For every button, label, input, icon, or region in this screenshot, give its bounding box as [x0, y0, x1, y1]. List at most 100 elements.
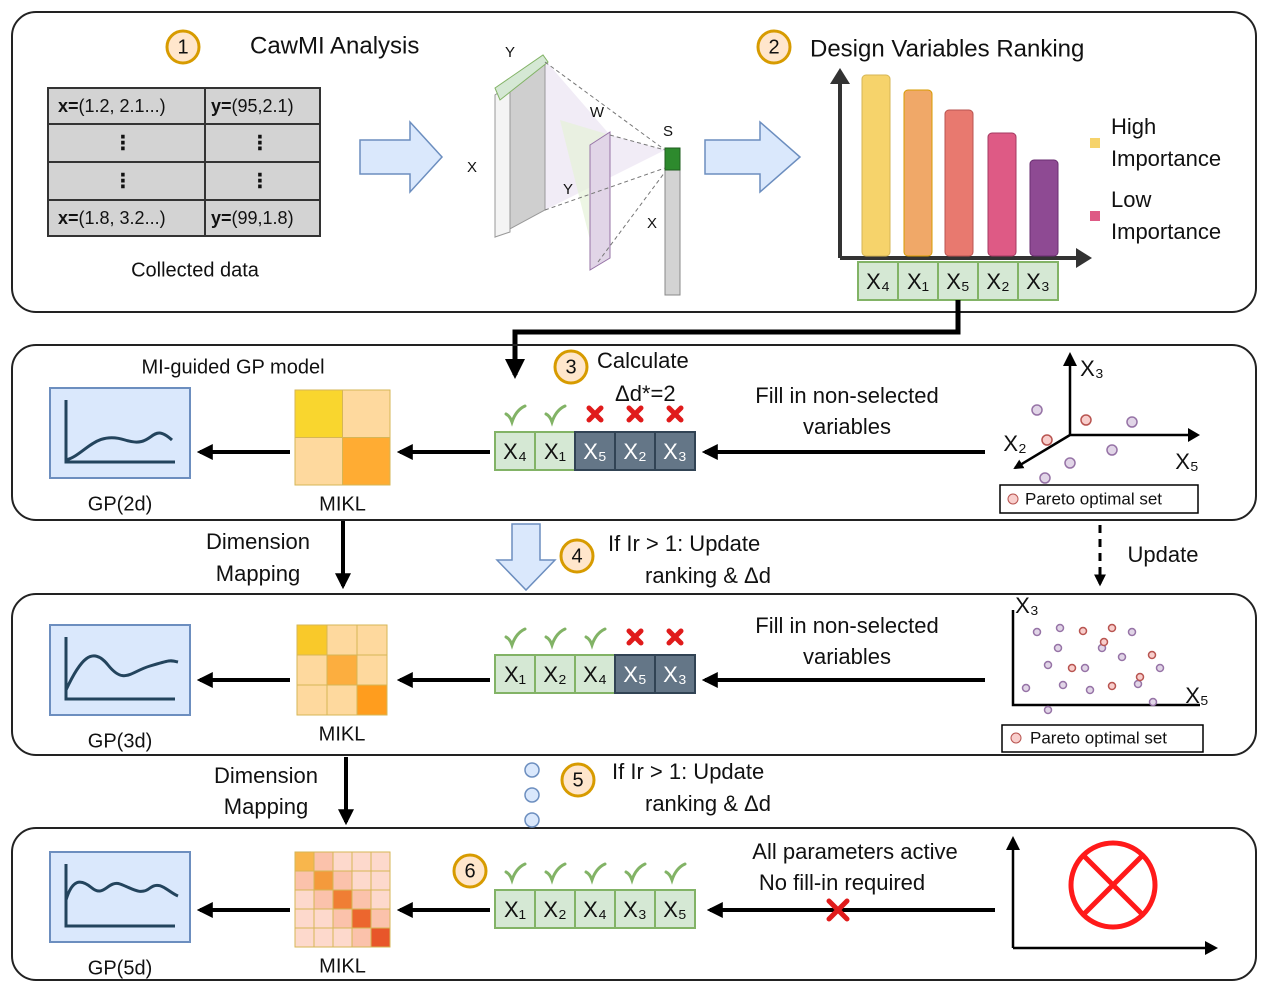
- importance-bar: [861, 74, 891, 257]
- cross-icon: [626, 405, 644, 423]
- legend-swatch: [1090, 138, 1100, 148]
- step-note: If Ir > 1: Update: [608, 531, 760, 556]
- step-badge: [452, 853, 488, 889]
- step-badge: [165, 29, 201, 65]
- scatter-point: [1127, 627, 1137, 637]
- mikl-cell: [326, 624, 358, 656]
- selected-variable-cell: [937, 261, 979, 301]
- scatter-point: [1085, 685, 1095, 695]
- variable-name: x=: [58, 96, 79, 116]
- scatter-axes: [1011, 610, 1200, 707]
- legend-text: Low: [1111, 187, 1151, 212]
- importance-bar: [944, 109, 974, 257]
- mikl-cell: [294, 870, 315, 891]
- axis-label: X₅: [1185, 683, 1209, 708]
- mikl-cell: [332, 908, 353, 929]
- mikl-cell: [326, 654, 358, 686]
- pareto-point: [1147, 650, 1157, 660]
- unselected-variable-cell: [654, 431, 696, 471]
- scatter-point: [1058, 680, 1068, 690]
- mikl-cell: [296, 684, 328, 716]
- scatter-point: [1031, 404, 1043, 416]
- variable-label: X₄: [866, 269, 890, 294]
- step-badge: [559, 538, 595, 574]
- stage-heading: MI-guided GP model: [141, 356, 324, 378]
- layer-label: X: [467, 159, 477, 176]
- mikl-cell: [370, 851, 391, 872]
- gp-axes: [64, 864, 175, 928]
- panel: [11, 344, 1257, 521]
- variable-value: (1.8, 3.2...): [79, 208, 166, 228]
- mikl-cell: [313, 870, 334, 891]
- step-badge: [560, 762, 596, 798]
- legend-text: Importance: [1111, 146, 1221, 171]
- step-number: 6: [464, 860, 475, 882]
- mikl-cell: [332, 927, 353, 948]
- section-title: CawMI Analysis: [250, 32, 419, 59]
- legend-box: [1001, 724, 1204, 753]
- step-note: Calculate: [597, 348, 689, 373]
- mikl-cell: [351, 870, 372, 891]
- step-badge: [553, 349, 589, 385]
- variable-label: X₂: [543, 662, 566, 687]
- legend-text: High: [1111, 114, 1156, 139]
- step-badge: [756, 29, 792, 65]
- fill-note: Fill in non-selected: [755, 383, 938, 408]
- check-icon: [504, 862, 527, 885]
- scatter-point: [1106, 444, 1118, 456]
- variable-label: X₃: [663, 662, 687, 687]
- scatter-point: [1039, 472, 1051, 484]
- mikl-cell: [356, 654, 388, 686]
- pareto-point: [1135, 672, 1145, 682]
- variable-name: y=: [211, 208, 232, 228]
- mikl-cell: [294, 437, 343, 486]
- table-text: y=(95,2.1): [211, 96, 294, 116]
- scatter-point: [1064, 457, 1076, 469]
- variable-name: x=: [58, 208, 79, 228]
- mikl-cell: [296, 654, 328, 686]
- cross-icon: [586, 405, 604, 423]
- mikl-cell: [294, 851, 315, 872]
- variable-label: X₄: [583, 897, 607, 922]
- variable-label: X₅: [583, 439, 607, 464]
- scatter-point: [1053, 643, 1063, 653]
- mikl-label: MIKL: [319, 955, 366, 977]
- fill-note: All parameters active: [752, 839, 957, 864]
- check-icon: [664, 862, 687, 885]
- scatter-point: [1133, 679, 1143, 689]
- gp-plot-box: [49, 851, 191, 943]
- mikl-cell: [313, 927, 334, 948]
- scatter-point: [1055, 623, 1065, 633]
- importance-bar: [903, 89, 933, 257]
- check-icon: [584, 862, 607, 885]
- variable-label: X₁: [504, 662, 526, 687]
- ellipsis: ⋮: [113, 170, 133, 192]
- unselected-variable-cell: [614, 431, 656, 471]
- continuation-dot: [524, 787, 540, 803]
- axis-label: X₂: [1003, 431, 1026, 456]
- selected-variable-cell: [534, 889, 576, 929]
- scatter-point: [1043, 705, 1053, 715]
- no-fill-icon: [1081, 853, 1145, 917]
- ellipsis: ⋮: [250, 132, 270, 154]
- scatter-point: [1043, 660, 1053, 670]
- variable-label: X₁: [907, 269, 929, 294]
- fill-note: variables: [803, 414, 891, 439]
- selected-variable-cell: [977, 261, 1019, 301]
- gp-axes: [64, 637, 175, 701]
- gp-curve: [65, 431, 174, 462]
- pareto-point: [1080, 414, 1092, 426]
- selected-variable-cell: [494, 654, 536, 694]
- continuation-dot: [524, 762, 540, 778]
- importance-bar: [987, 132, 1017, 257]
- mikl-cell: [294, 389, 343, 438]
- variable-label: X₂: [623, 439, 646, 464]
- gp-label: GP(5d): [88, 957, 152, 979]
- mikl-cell: [294, 889, 315, 910]
- fill-note: No fill-in required: [759, 870, 925, 895]
- variable-label: X₄: [583, 662, 607, 687]
- cross-icon: [666, 628, 684, 646]
- mikl-cell: [326, 684, 358, 716]
